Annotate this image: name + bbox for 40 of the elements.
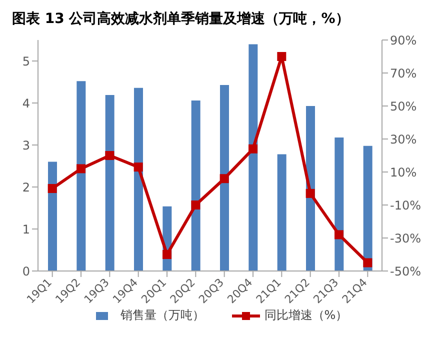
bar xyxy=(277,154,286,271)
point xyxy=(162,250,172,259)
point xyxy=(220,174,229,184)
legend-label: 同比增速（%） xyxy=(264,307,348,324)
point xyxy=(76,164,86,174)
point xyxy=(363,258,372,268)
y2-tick-label: -10% xyxy=(390,198,422,212)
point xyxy=(248,144,258,154)
y2-tick-label: -50% xyxy=(390,264,422,278)
point xyxy=(277,52,286,61)
y2-tick-label: 30% xyxy=(390,132,417,146)
point xyxy=(306,188,315,198)
y-tick-label: 5 xyxy=(22,54,30,68)
point xyxy=(134,162,143,172)
bar xyxy=(105,95,114,271)
y-tick-label: 2 xyxy=(22,180,30,194)
y-tick-label: 4 xyxy=(22,96,30,110)
y2-tick-label: 50% xyxy=(390,99,417,114)
y-tick-label: 1 xyxy=(22,222,30,236)
y-tick-label: 0 xyxy=(22,264,30,278)
y2-tick-label: 90% xyxy=(390,33,417,48)
point xyxy=(48,184,57,193)
y2-tick-label: 10% xyxy=(390,165,417,180)
bar xyxy=(134,88,143,271)
y2-tick-label: 70% xyxy=(390,66,417,80)
bar xyxy=(48,162,57,271)
point xyxy=(105,151,114,160)
bar xyxy=(76,81,86,271)
bar xyxy=(191,100,200,271)
bar xyxy=(306,106,315,271)
bar xyxy=(248,44,258,271)
legend-label: 销售量（万吨） xyxy=(120,307,204,324)
point xyxy=(334,230,344,240)
chart-title: 图表 13 公司高效减水剂单季销量及增速（万吨，%） xyxy=(11,10,350,29)
y-tick-label: 3 xyxy=(22,138,30,152)
bar xyxy=(334,137,344,271)
bar xyxy=(363,146,372,271)
bar xyxy=(220,84,229,271)
y2-tick-label: -30% xyxy=(390,231,422,246)
point xyxy=(191,200,200,210)
